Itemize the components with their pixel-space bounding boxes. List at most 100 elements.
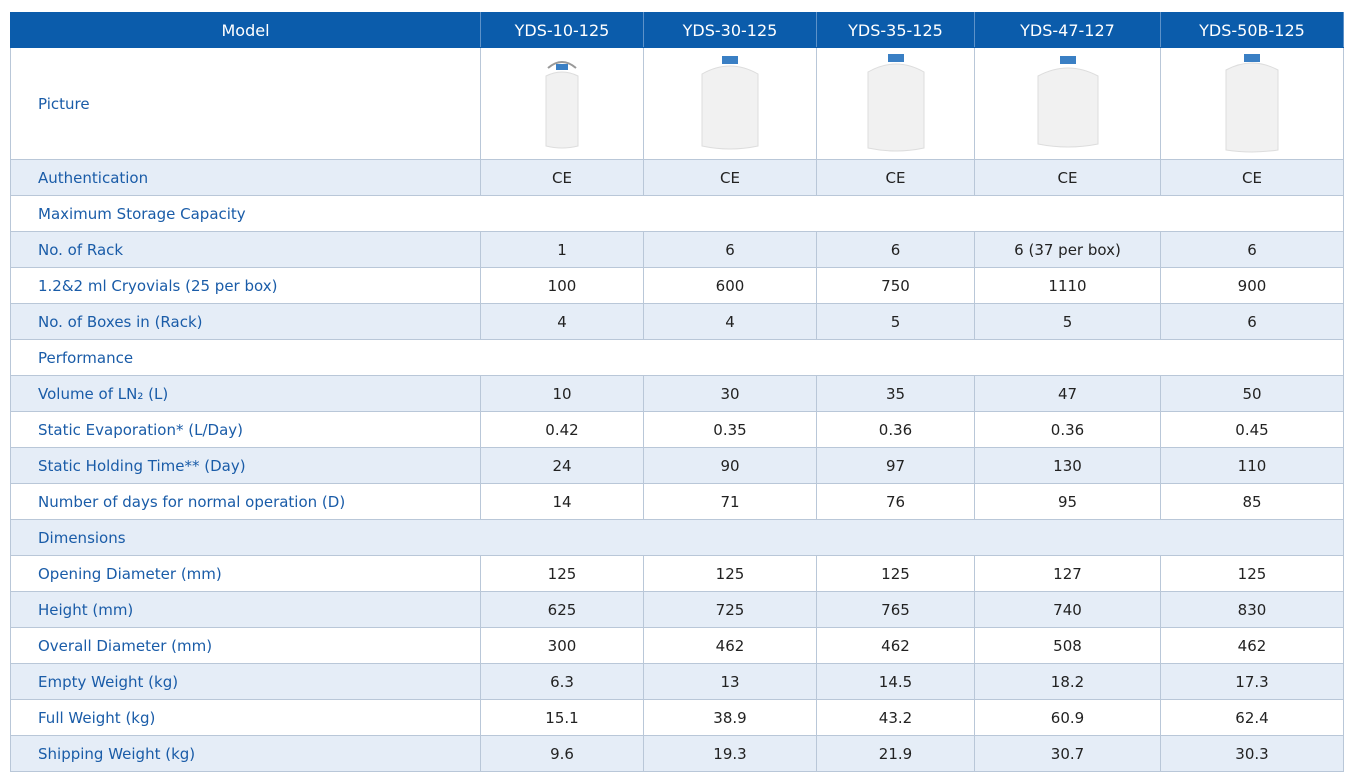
cell: 125 bbox=[1161, 556, 1344, 592]
cell: 85 bbox=[1161, 484, 1344, 520]
section-row: Performance bbox=[11, 340, 1344, 376]
row-label: Authentication bbox=[11, 160, 481, 196]
row-label: Picture bbox=[11, 48, 481, 160]
cell: 0.35 bbox=[644, 412, 817, 448]
row-label: Overall Diameter (mm) bbox=[11, 628, 481, 664]
cell: 13 bbox=[644, 664, 817, 700]
cell: 130 bbox=[975, 448, 1161, 484]
cell: 1 bbox=[481, 232, 644, 268]
section-row: Maximum Storage Capacity bbox=[11, 196, 1344, 232]
row-label: No. of Boxes in (Rack) bbox=[11, 304, 481, 340]
page: ModelYDS-10-125YDS-30-125YDS-35-125YDS-4… bbox=[0, 0, 1353, 762]
cell: 6 bbox=[644, 232, 817, 268]
cell: 6 (37 per box) bbox=[975, 232, 1161, 268]
product-image bbox=[481, 48, 644, 160]
row-label: 1.2&2 ml Cryovials (25 per box) bbox=[11, 268, 481, 304]
row-label: No. of Rack bbox=[11, 232, 481, 268]
cell: 71 bbox=[644, 484, 817, 520]
cell: 125 bbox=[481, 556, 644, 592]
cell: 300 bbox=[481, 628, 644, 664]
cell: CE bbox=[817, 160, 975, 196]
cell: 900 bbox=[1161, 268, 1344, 304]
cell: 62.4 bbox=[1161, 700, 1344, 736]
cell: 19.3 bbox=[644, 736, 817, 772]
cell: 6 bbox=[1161, 232, 1344, 268]
cell: 125 bbox=[644, 556, 817, 592]
cell: 60.9 bbox=[975, 700, 1161, 736]
cell: 14.5 bbox=[817, 664, 975, 700]
picture-row: Picture bbox=[11, 48, 1344, 160]
cell: 47 bbox=[975, 376, 1161, 412]
row-label: Full Weight (kg) bbox=[11, 700, 481, 736]
column-header: YDS-10-125 bbox=[481, 13, 644, 48]
column-header: YDS-47-127 bbox=[975, 13, 1161, 48]
row-label: Height (mm) bbox=[11, 592, 481, 628]
cell: 125 bbox=[817, 556, 975, 592]
cell: 15.1 bbox=[481, 700, 644, 736]
row-label: Shipping Weight (kg) bbox=[11, 736, 481, 772]
cell: 830 bbox=[1161, 592, 1344, 628]
cell: 9.6 bbox=[481, 736, 644, 772]
row-label: Opening Diameter (mm) bbox=[11, 556, 481, 592]
cell: 10 bbox=[481, 376, 644, 412]
cell: 76 bbox=[817, 484, 975, 520]
cell: 110 bbox=[1161, 448, 1344, 484]
cell: 127 bbox=[975, 556, 1161, 592]
row-label: Empty Weight (kg) bbox=[11, 664, 481, 700]
column-header: YDS-35-125 bbox=[817, 13, 975, 48]
cell: 30 bbox=[644, 376, 817, 412]
cell: 1110 bbox=[975, 268, 1161, 304]
cell: 21.9 bbox=[817, 736, 975, 772]
cell: CE bbox=[975, 160, 1161, 196]
cell: 0.42 bbox=[481, 412, 644, 448]
product-image bbox=[975, 48, 1161, 160]
dewar-icon bbox=[1212, 52, 1292, 156]
data-row: Number of days for normal operation (D)1… bbox=[11, 484, 1344, 520]
cell: 0.36 bbox=[817, 412, 975, 448]
cell: 43.2 bbox=[817, 700, 975, 736]
row-label: Maximum Storage Capacity bbox=[11, 196, 1344, 232]
dewar-icon bbox=[532, 54, 592, 154]
cell: 100 bbox=[481, 268, 644, 304]
cell: 462 bbox=[817, 628, 975, 664]
cell: 90 bbox=[644, 448, 817, 484]
cell: 14 bbox=[481, 484, 644, 520]
cell: 30.7 bbox=[975, 736, 1161, 772]
cell: 4 bbox=[644, 304, 817, 340]
section-row: Dimensions bbox=[11, 520, 1344, 556]
dewar-icon bbox=[690, 52, 770, 156]
product-image bbox=[1161, 48, 1344, 160]
column-header: YDS-30-125 bbox=[644, 13, 817, 48]
cell: 6 bbox=[1161, 304, 1344, 340]
cell: 6.3 bbox=[481, 664, 644, 700]
row-label: Static Holding Time** (Day) bbox=[11, 448, 481, 484]
row-label: Volume of LN₂ (L) bbox=[11, 376, 481, 412]
cell: CE bbox=[1161, 160, 1344, 196]
cell: 35 bbox=[817, 376, 975, 412]
cell: 0.36 bbox=[975, 412, 1161, 448]
cell: 18.2 bbox=[975, 664, 1161, 700]
product-image bbox=[817, 48, 975, 160]
cell: 5 bbox=[817, 304, 975, 340]
cell: 50 bbox=[1161, 376, 1344, 412]
cell: 462 bbox=[1161, 628, 1344, 664]
cell: 97 bbox=[817, 448, 975, 484]
row-label: Static Evaporation* (L/Day) bbox=[11, 412, 481, 448]
cell: 17.3 bbox=[1161, 664, 1344, 700]
cell: CE bbox=[481, 160, 644, 196]
dewar-icon bbox=[1028, 52, 1108, 156]
cell: CE bbox=[644, 160, 817, 196]
